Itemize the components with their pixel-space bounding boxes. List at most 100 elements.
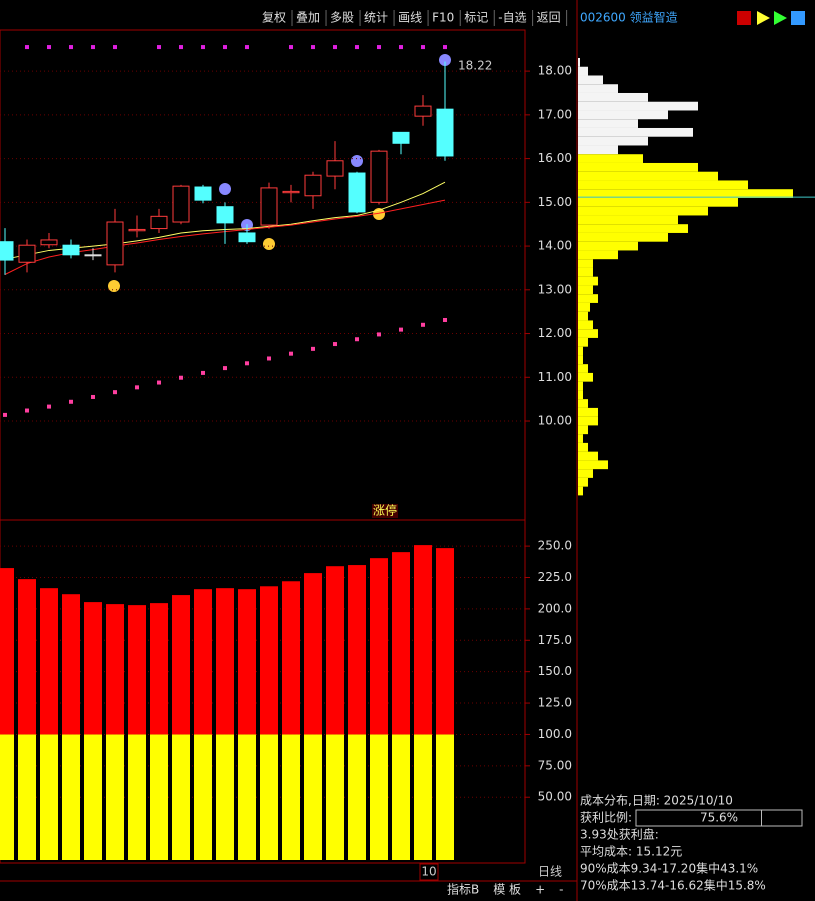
icon[interactable] [791, 11, 805, 25]
bar [326, 566, 344, 735]
y-tick-label: 16.00 [538, 151, 572, 165]
toolbar-button[interactable]: 复权 [262, 11, 286, 25]
bar [304, 573, 322, 735]
y-tick-label: 15.00 [538, 195, 572, 209]
profit-ratio: 75.6% [700, 811, 738, 825]
band-dot [377, 332, 381, 337]
chip-bar [578, 469, 593, 478]
chip-bar [578, 171, 718, 181]
band-dot [333, 45, 337, 50]
bar [0, 568, 14, 735]
candle-body [0, 241, 14, 261]
bar [84, 734, 102, 860]
bar [392, 734, 410, 860]
band-dot [245, 45, 249, 50]
bar [414, 545, 432, 735]
band-dot [25, 45, 29, 50]
toolbar-button[interactable]: -自选 [498, 11, 526, 25]
candle-body [304, 174, 322, 197]
band-dot [355, 337, 359, 342]
bar [62, 594, 80, 735]
chip-bar [578, 66, 588, 76]
toolbar-button[interactable]: 画线 [398, 11, 422, 25]
band-dot [311, 346, 315, 351]
chip-bar [578, 460, 608, 470]
chip-bar [578, 250, 618, 260]
bar [370, 734, 388, 860]
bar [0, 734, 14, 860]
chip-bar [578, 136, 648, 146]
chip-bar [578, 407, 598, 417]
toolbar-button[interactable]: 多股 [330, 11, 354, 25]
band-dot [179, 45, 183, 50]
candle-body [392, 131, 410, 144]
bar [282, 581, 300, 735]
bottom-button[interactable]: 指标B [447, 882, 479, 897]
band-dot [311, 45, 315, 50]
date-box [419, 863, 439, 881]
icon[interactable] [737, 11, 751, 25]
band-dot [289, 351, 293, 356]
chip-bar [578, 224, 688, 233]
bar [348, 734, 366, 860]
bar [106, 734, 124, 860]
bar [40, 588, 58, 735]
chip-bar [578, 399, 588, 408]
bottom-button[interactable]: - [559, 883, 563, 897]
candle-body [18, 244, 36, 263]
chip-bar [578, 241, 638, 251]
chip-bar [578, 189, 793, 198]
limit-tag [372, 504, 398, 518]
bar [194, 589, 212, 735]
band-dot [267, 356, 271, 361]
toolbar-button[interactable]: 返回 [537, 11, 561, 25]
chip-bar [578, 381, 583, 391]
chip-bar [578, 311, 588, 321]
bottom-button[interactable]: + [535, 883, 545, 897]
chip-bar [578, 84, 618, 93]
band-dot [135, 385, 139, 390]
chip-bar [578, 119, 638, 128]
toolbar-button[interactable]: 标记 [464, 11, 488, 25]
bottom-button[interactable]: 模 板 [493, 883, 521, 897]
chip-bar [578, 259, 593, 268]
chip-bar [578, 110, 668, 120]
candle-body [326, 160, 344, 177]
cost-title: 成本分布,日期: 2025/10/10 [580, 794, 733, 808]
bar [436, 734, 454, 860]
toolbar-button[interactable]: F10 [432, 11, 454, 25]
chip-bar [578, 434, 583, 443]
chip-bar [578, 390, 583, 400]
y-tick-label: 17.00 [538, 107, 572, 121]
candle-body [238, 232, 256, 243]
bar [62, 734, 80, 860]
bar [238, 589, 256, 735]
candle-body [216, 206, 234, 224]
bar [348, 565, 366, 735]
bar [326, 734, 344, 860]
chip-bar [578, 57, 580, 67]
bar [370, 558, 388, 735]
signal-icon [108, 280, 120, 292]
period: 日线 [538, 865, 562, 879]
chip-bar [578, 329, 598, 338]
band-dot [377, 45, 381, 50]
y-tick-label: 11.00 [538, 370, 572, 384]
bar [304, 734, 322, 860]
toolbar-button[interactable]: 统计 [364, 11, 388, 25]
candle-body [260, 187, 278, 226]
icon[interactable] [757, 11, 770, 25]
chip-bar [578, 162, 698, 172]
band-dot [179, 375, 183, 380]
candle-body [172, 185, 190, 223]
bar [260, 734, 278, 860]
bar [150, 603, 168, 735]
toolbar-button[interactable]: 叠加 [296, 11, 320, 25]
chip-bar [578, 442, 588, 452]
chip-bar [578, 346, 583, 356]
icon[interactable] [774, 11, 787, 25]
bar [216, 588, 234, 735]
stock-name: 002600 领益智造 [580, 10, 678, 25]
chip-bar [578, 486, 583, 496]
